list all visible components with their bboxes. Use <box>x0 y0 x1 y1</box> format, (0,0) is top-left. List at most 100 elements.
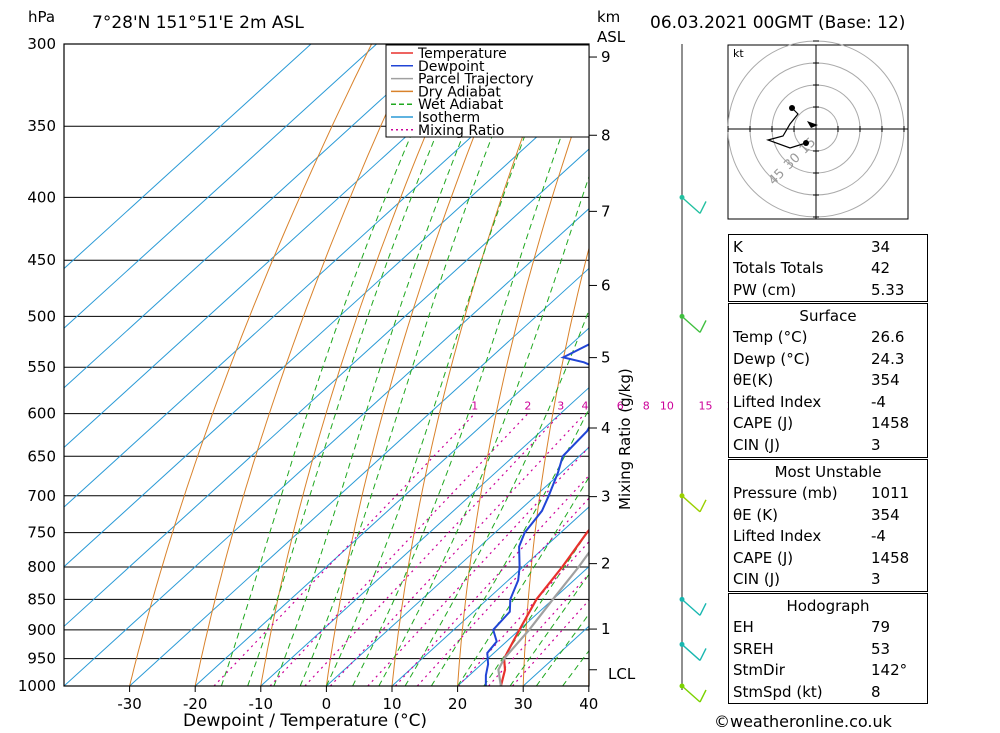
index-row: Lifted Index -4 <box>729 391 927 413</box>
height-unit-asl: ASL <box>597 28 626 46</box>
index-label: θE (K) <box>733 505 778 524</box>
mixing-ratio-label: 8 <box>643 400 650 413</box>
pressure-tick-label: 950 <box>27 650 56 668</box>
hodograph-index-title: Hodograph <box>786 596 870 615</box>
wet-adiabat-line <box>509 573 589 686</box>
height-tick-label: 4 <box>601 419 611 437</box>
index-value: 3 <box>871 435 881 454</box>
dry-adiabat-line <box>522 246 589 686</box>
pressure-tick-label: 450 <box>27 251 56 269</box>
index-label: Lifted Index <box>733 527 822 546</box>
index-label: K <box>733 237 743 256</box>
index-value: 5.33 <box>871 280 905 299</box>
legend-label: Temperature <box>417 46 507 62</box>
most-unstable-box: Most Unstable Pressure (mb) 1011 θE (K) 354… <box>728 459 928 592</box>
isotherm-line <box>260 386 589 686</box>
index-value: 1458 <box>871 414 910 433</box>
temperature-tick-label: -20 <box>183 695 208 713</box>
legend-box <box>385 44 590 138</box>
hodograph-trace <box>766 107 807 149</box>
legend-label: Dry Adiabat <box>418 84 501 100</box>
hodograph-end-dot <box>789 105 795 111</box>
indices-top-box: K 34 Totals Totals 42 PW (cm) 5.33 <box>728 234 928 302</box>
wet-adiabat-line <box>430 407 589 686</box>
index-label: Lifted Index <box>733 392 822 411</box>
temperature-tick-label: -30 <box>117 695 142 713</box>
wet-adiabat-line <box>535 613 589 686</box>
index-label: Temp (°C) <box>733 328 808 347</box>
index-label: StmDir <box>733 661 785 680</box>
pressure-unit: hPa <box>28 8 55 26</box>
mixing-ratio-line <box>329 413 586 686</box>
index-row: CAPE (J) 1458 <box>729 547 927 569</box>
wind-barb-shaft <box>681 315 701 333</box>
mixing-ratio-label: 15 <box>699 400 713 413</box>
height-tick-label: 9 <box>601 48 611 66</box>
dry-adiabat-line <box>391 44 559 686</box>
temperature-tick-label: -10 <box>249 695 274 713</box>
isotherm-line <box>129 267 589 686</box>
index-row: EH 79 <box>729 617 927 639</box>
pressure-tick-label: 650 <box>27 447 56 465</box>
index-label: EH <box>733 618 754 637</box>
wind-barb-flag <box>699 689 707 703</box>
wet-adiabat-line <box>325 44 561 686</box>
height-tick-label: 7 <box>601 202 611 220</box>
index-row: CIN (J) 3 <box>729 434 927 456</box>
wind-barb-shaft <box>681 196 701 214</box>
mixing-ratio-label: 3 <box>557 400 564 413</box>
index-row: StmSpd (kt) 8 <box>729 681 927 703</box>
pressure-tick-label: 550 <box>27 358 56 376</box>
mixing-ratio-label: 10 <box>660 400 674 413</box>
wind-barb-flag <box>699 320 707 333</box>
temperature-tick-label: 0 <box>322 695 332 713</box>
height-unit-km: km <box>597 8 620 26</box>
hodograph-frame <box>727 44 909 220</box>
pressure-tick-label: 400 <box>27 188 56 206</box>
copyright: ©weatheronline.co.uk <box>714 712 893 731</box>
index-value: 3 <box>871 570 881 589</box>
index-label: CIN (J) <box>733 570 781 589</box>
surface-title: Surface <box>799 306 857 325</box>
height-tick-label: 2 <box>601 555 611 573</box>
index-label: SREH <box>733 639 774 658</box>
datetime-title: 06.03.2021 00GMT (Base: 12) <box>650 13 905 33</box>
legend-label: Mixing Ratio <box>418 123 504 139</box>
legend-label: Dewpoint <box>418 59 485 75</box>
wet-adiabat-line <box>299 44 530 686</box>
index-value: 354 <box>871 505 900 524</box>
index-label: CAPE (J) <box>733 548 794 567</box>
index-value: 79 <box>871 618 891 637</box>
index-row: Temp (°C) 26.6 <box>729 327 927 349</box>
pressure-tick-label: 1000 <box>18 677 56 695</box>
index-row: θE(K) 354 <box>729 370 927 392</box>
storm-motion-marker <box>807 121 818 128</box>
dry-adiabat-line <box>325 44 512 686</box>
index-row: Totals Totals 42 <box>729 258 927 280</box>
wet-adiabat-line <box>404 308 589 686</box>
temperature-tick-label: 10 <box>382 695 401 713</box>
mixing-ratio-line <box>394 474 589 686</box>
wind-barb-shaft <box>681 685 701 703</box>
wind-barb-shaft <box>681 495 701 513</box>
wet-adiabat-line <box>483 528 589 686</box>
index-value: 8 <box>871 682 881 701</box>
index-value: 24.3 <box>871 349 905 368</box>
temperature-tick-label: 30 <box>514 695 533 713</box>
wind-barb-shaft <box>681 643 701 661</box>
surface-box: Surface Temp (°C) 26.6 Dewp (°C) 24.3 θE(K) 3… <box>728 303 928 458</box>
wet-adiabat-line <box>352 58 589 686</box>
mixing-ratio-label: 2 <box>524 400 531 413</box>
pressure-tick-label: 300 <box>27 35 56 53</box>
mixing-ratio-axis-label: Mixing Ratio (g/kg) <box>616 368 634 510</box>
index-label: Pressure (mb) <box>733 484 838 503</box>
height-tick-label: 3 <box>601 488 611 506</box>
height-tick-label: 6 <box>601 276 611 294</box>
pressure-tick-label: 500 <box>27 307 56 325</box>
dewpoint-line <box>484 343 589 686</box>
index-row: CIN (J) 3 <box>729 569 927 591</box>
location-title: 7°28'N 151°51'E 2m ASL <box>92 13 304 33</box>
parcel-trajectory-line <box>497 550 589 686</box>
index-value: 42 <box>871 259 891 278</box>
lcl-label: LCL <box>608 665 636 683</box>
